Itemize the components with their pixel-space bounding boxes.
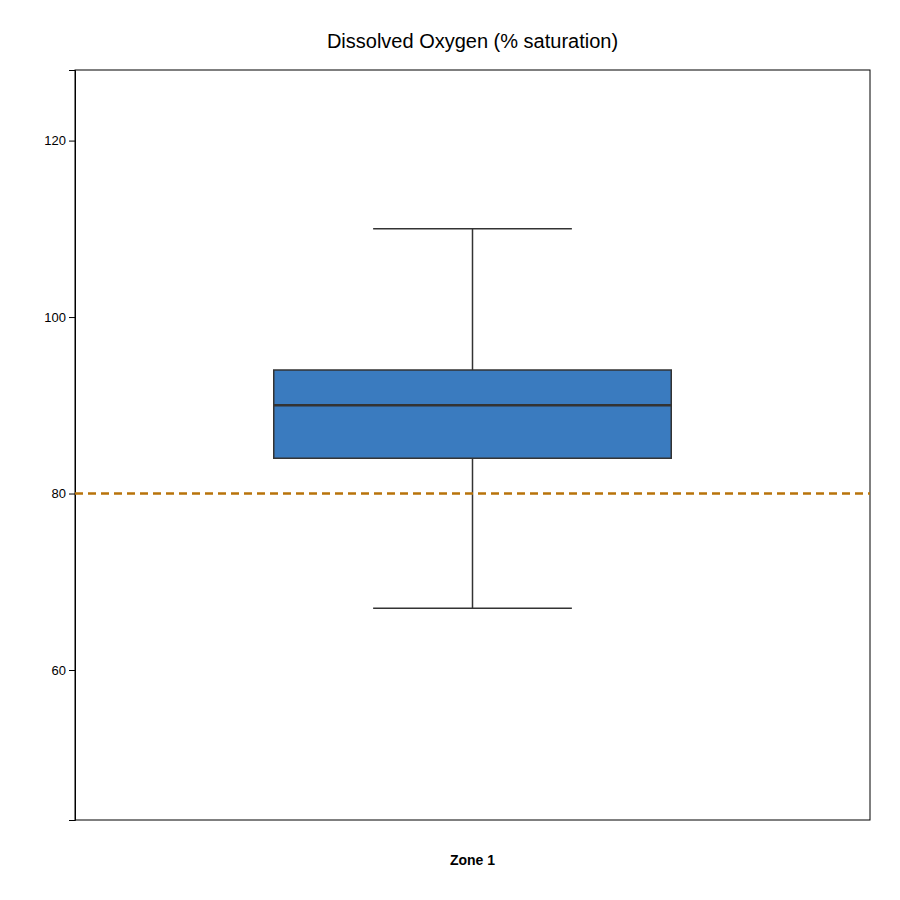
cap-high (373, 228, 572, 230)
y-tick-mark (69, 317, 75, 318)
y-tick-label: 80 (52, 486, 66, 501)
y-tick: 120 (44, 133, 75, 148)
whisker-high (472, 229, 474, 370)
y-axis-line (69, 71, 76, 821)
cap-low (373, 607, 572, 609)
y-tick-mark (69, 494, 75, 495)
y-tick-label: 120 (44, 133, 66, 148)
y-tick: 100 (44, 310, 75, 325)
median (274, 404, 672, 407)
plot: 60 80 100 120 (44, 70, 870, 821)
y-tick-mark (69, 670, 75, 671)
reference-line (75, 492, 870, 495)
x-axis-label: Zone 1 (450, 852, 495, 868)
whisker-low (472, 458, 474, 608)
y-tick-label: 100 (44, 310, 66, 325)
y-tick: 60 (52, 663, 75, 678)
y-axis: 60 80 100 120 (44, 71, 75, 821)
plot-frame (75, 70, 870, 820)
y-tick: 80 (52, 486, 75, 501)
marks (75, 229, 870, 608)
y-tick-label: 60 (52, 663, 66, 678)
title: Dissolved Oxygen (% saturation) (327, 30, 618, 52)
y-tick-mark (69, 141, 75, 142)
chart: 60 80 100 120 Dissolved Oxygen (% saturation… (0, 0, 900, 900)
box (274, 370, 672, 458)
